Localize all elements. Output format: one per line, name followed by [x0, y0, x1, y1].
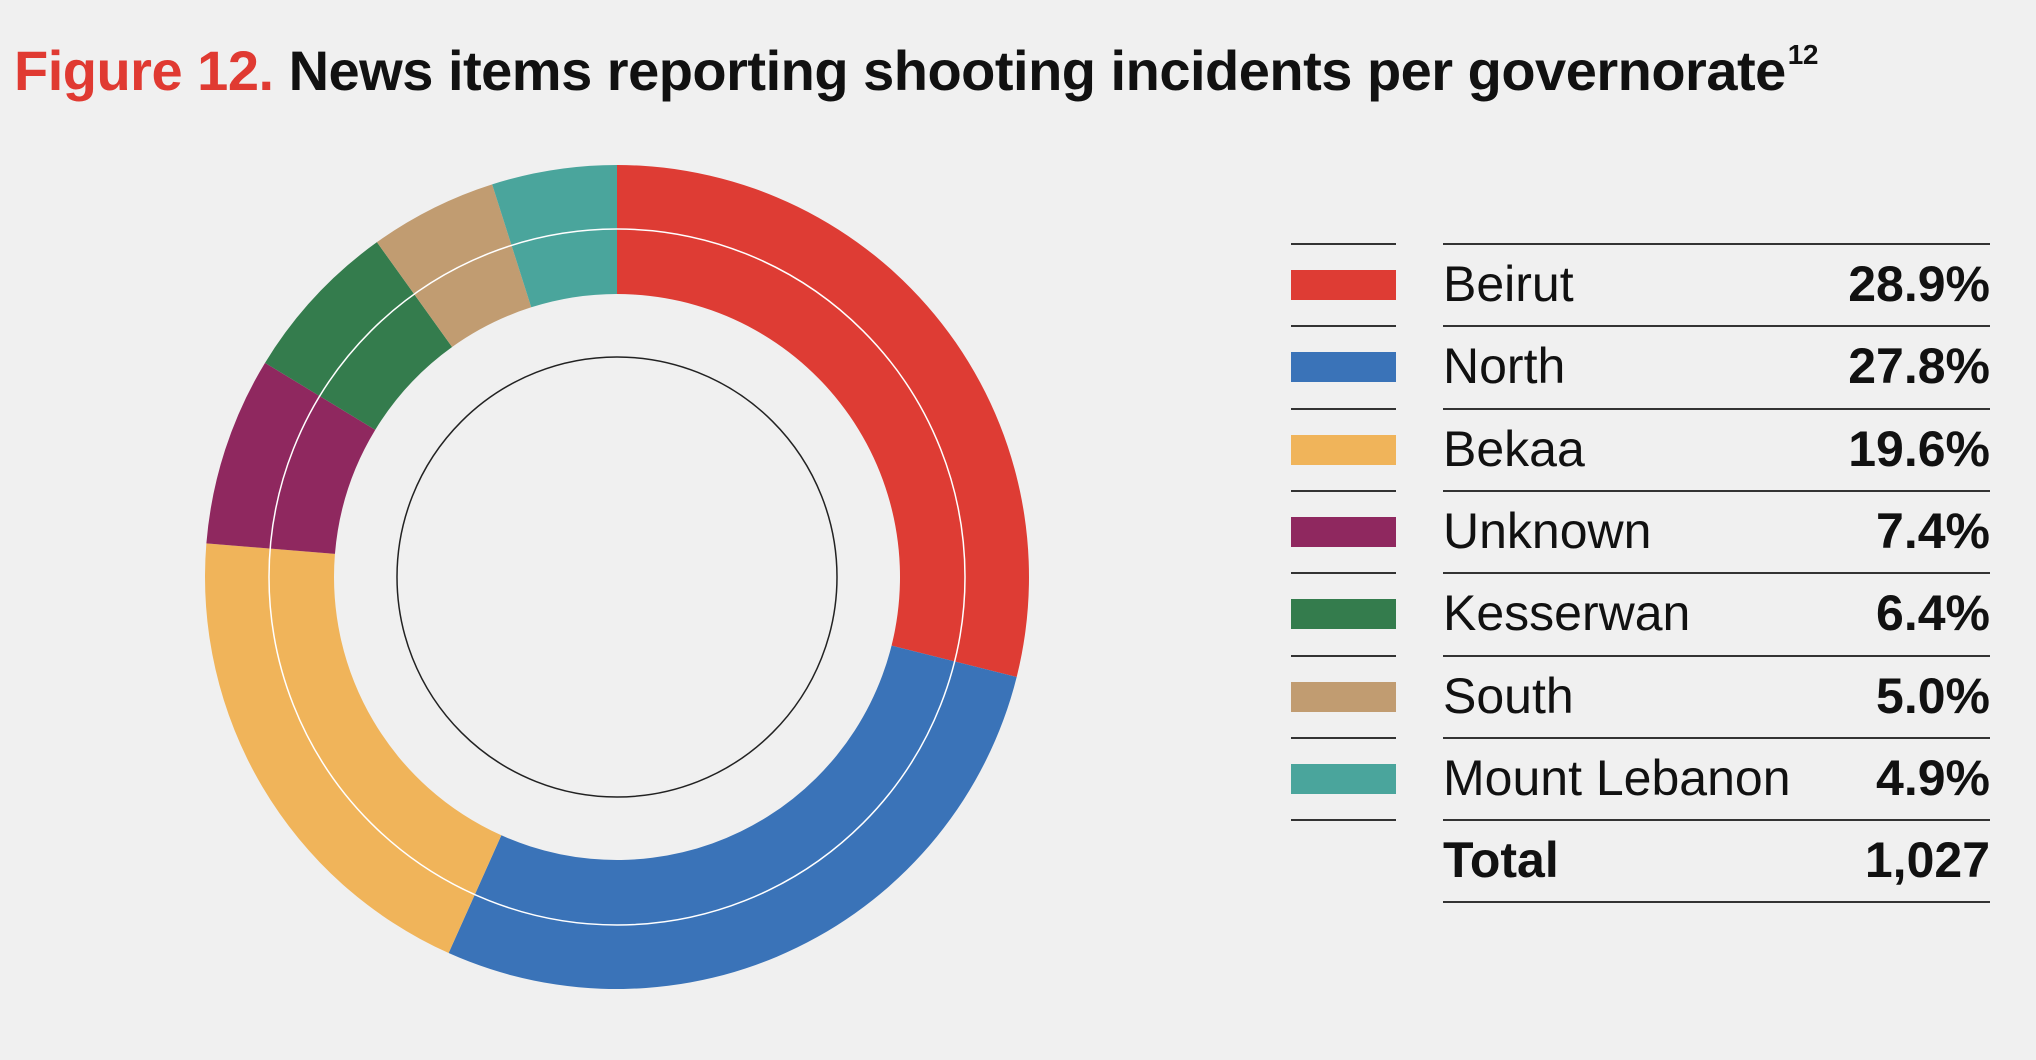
- donut-slice-north: [448, 645, 1017, 989]
- legend-swatch-rule: [1291, 325, 1396, 328]
- legend-label-north: North: [1443, 338, 1566, 395]
- legend-row-rule: [1443, 736, 1990, 739]
- legend-label-unknown: Unknown: [1443, 502, 1652, 559]
- legend-swatch-rule: [1291, 407, 1396, 410]
- legend-swatch-kesserwan: [1291, 599, 1396, 630]
- legend-total-value: 1,027: [1864, 832, 1990, 889]
- legend-swatch-beirut: [1291, 270, 1396, 300]
- legend-swatch-rule: [1291, 654, 1396, 657]
- figure-title-text: News items reporting shooting incidents …: [288, 39, 1787, 102]
- legend-row-rule: [1443, 243, 1990, 245]
- legend-label-kesserwan: Kesserwan: [1443, 585, 1691, 642]
- legend-swatch-rule: [1291, 489, 1396, 492]
- donut-chart: [204, 165, 1029, 989]
- legend-swatch-unknown: [1291, 516, 1396, 547]
- footnote-marker: 12: [1787, 39, 1819, 70]
- legend-value-south: 5.0%: [1876, 667, 1990, 724]
- legend-row-rule: [1443, 819, 1990, 822]
- legend-row-rule: [1443, 572, 1990, 575]
- legend-label-south: South: [1443, 667, 1574, 724]
- legend-value-bekaa: 19.6%: [1848, 420, 1990, 477]
- donut-inner-circle: [396, 356, 838, 798]
- legend-swatch-north: [1291, 352, 1396, 383]
- legend-row-rule: [1443, 654, 1990, 657]
- legend-swatch-rule: [1291, 243, 1396, 245]
- donut-slice-south: [376, 184, 532, 348]
- legend-value-mount-lebanon: 4.9%: [1876, 749, 1990, 806]
- donut-slice-beirut: [617, 165, 1029, 677]
- donut-slice-kesserwan: [265, 242, 453, 430]
- donut-slice-unknown: [206, 362, 376, 554]
- legend-swatch-rule: [1291, 819, 1396, 822]
- legend-swatch-rule: [1291, 736, 1396, 739]
- legend-label-mount-lebanon: Mount Lebanon: [1443, 749, 1791, 806]
- legend-row-rule: [1443, 407, 1990, 410]
- figure-number: Figure 12.: [14, 39, 274, 102]
- legend-swatch-south: [1291, 681, 1396, 712]
- donut-guide-ring: [268, 228, 966, 926]
- donut-slice-mount-lebanon: [492, 165, 617, 308]
- legend-label-beirut: Beirut: [1443, 256, 1574, 312]
- legend-total-label: Total: [1443, 832, 1559, 889]
- legend-value-beirut: 28.9%: [1848, 256, 1990, 312]
- chart-title: Figure 12. News items reporting shooting…: [14, 38, 1818, 103]
- legend-swatch-rule: [1291, 572, 1396, 575]
- legend-row-rule: [1443, 489, 1990, 492]
- legend-value-kesserwan: 6.4%: [1876, 585, 1990, 642]
- legend-swatch-bekaa: [1291, 434, 1396, 465]
- legend-row-rule: [1443, 325, 1990, 328]
- legend-value-north: 27.8%: [1848, 338, 1990, 395]
- legend-swatch-mount-lebanon: [1291, 763, 1396, 794]
- legend-value-unknown: 7.4%: [1876, 502, 1990, 559]
- legend-label-bekaa: Bekaa: [1443, 420, 1585, 477]
- donut-slice-bekaa: [204, 543, 502, 954]
- legend-bottom-rule: [1443, 901, 1990, 904]
